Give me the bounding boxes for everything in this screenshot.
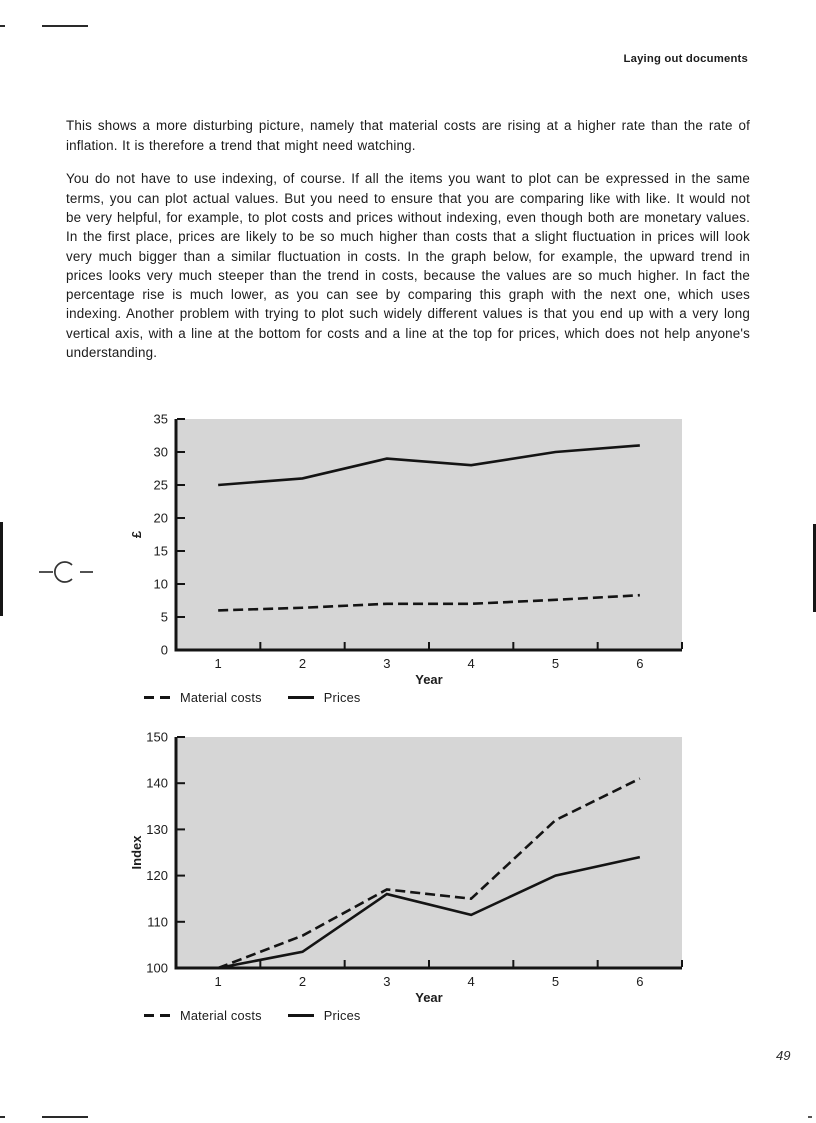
svg-text:15: 15 — [154, 544, 168, 559]
body-paragraph-2: You do not have to use indexing, of cour… — [66, 171, 750, 361]
svg-text:4: 4 — [468, 656, 475, 671]
page-number: 49 — [776, 1048, 791, 1063]
svg-text:4: 4 — [468, 974, 475, 989]
svg-text:£: £ — [129, 530, 144, 538]
crop-mark-top-left-dash — [0, 25, 5, 27]
svg-text:6: 6 — [636, 656, 643, 671]
svg-text:140: 140 — [146, 776, 168, 791]
svg-text:110: 110 — [147, 914, 168, 929]
figure-actual-values: 0 5 10 15 20 25 30 35 1 2 3 4 5 6 Year £ Material costs… — [0, 405, 760, 715]
svg-text:5: 5 — [161, 610, 168, 625]
legend-swatch-solid-prices — [287, 696, 314, 699]
legend-label-material-costs: Material costs — [180, 1008, 262, 1023]
svg-text:3: 3 — [383, 974, 390, 989]
crop-mark-bottom-left-line — [42, 1116, 88, 1118]
legend-swatch-dashed-material-costs — [144, 1014, 170, 1017]
running-head: Laying out documents — [623, 53, 748, 65]
chart-1-legend: Material costs Prices — [144, 690, 361, 705]
legend-label-material-costs: Material costs — [180, 690, 262, 705]
svg-text:2: 2 — [299, 656, 306, 671]
body-paragraph-1: This shows a more disturbing picture, na… — [66, 118, 750, 153]
svg-text:30: 30 — [154, 445, 168, 460]
svg-text:100: 100 — [146, 961, 168, 976]
svg-text:5: 5 — [552, 656, 559, 671]
line-chart-actual-values: 0 5 10 15 20 25 30 35 1 2 3 4 5 6 Year £ — [129, 412, 683, 687]
svg-text:5: 5 — [552, 974, 559, 989]
legend-label-prices: Prices — [323, 690, 361, 705]
svg-text:10: 10 — [154, 577, 168, 592]
svg-text:2: 2 — [299, 974, 306, 989]
legend-label-prices: Prices — [323, 1008, 361, 1023]
svg-text:3: 3 — [383, 656, 390, 671]
svg-text:Year: Year — [415, 990, 442, 1005]
svg-text:120: 120 — [146, 868, 168, 883]
chart-2-legend: Material costs Prices — [144, 1008, 361, 1023]
crop-mark-top-left-line — [42, 25, 88, 27]
figure-indexed-values: 100 110 120 130 140 150 1 2 3 4 5 6 Year Index Materi… — [0, 723, 760, 1033]
svg-text:0: 0 — [161, 643, 168, 658]
right-edge-registration-bar — [813, 524, 816, 612]
svg-text:Year: Year — [415, 672, 442, 687]
registration-target-icon — [39, 561, 93, 583]
left-edge-registration-bar — [0, 522, 3, 616]
svg-text:20: 20 — [154, 511, 168, 526]
svg-text:Index: Index — [129, 835, 144, 870]
svg-text:150: 150 — [146, 730, 168, 745]
svg-text:6: 6 — [636, 974, 643, 989]
svg-text:130: 130 — [146, 822, 168, 837]
svg-text:1: 1 — [215, 974, 222, 989]
svg-text:1: 1 — [215, 656, 222, 671]
legend-swatch-solid-prices — [287, 1014, 314, 1017]
svg-text:35: 35 — [154, 412, 168, 427]
legend-swatch-dashed-material-costs — [144, 696, 170, 699]
crop-mark-bottom-right-dot — [808, 1116, 812, 1118]
crop-mark-bottom-left-dash — [0, 1116, 5, 1118]
svg-text:25: 25 — [154, 478, 168, 493]
line-chart-indexed-values: 100 110 120 130 140 150 1 2 3 4 5 6 Year Index — [129, 730, 683, 1005]
